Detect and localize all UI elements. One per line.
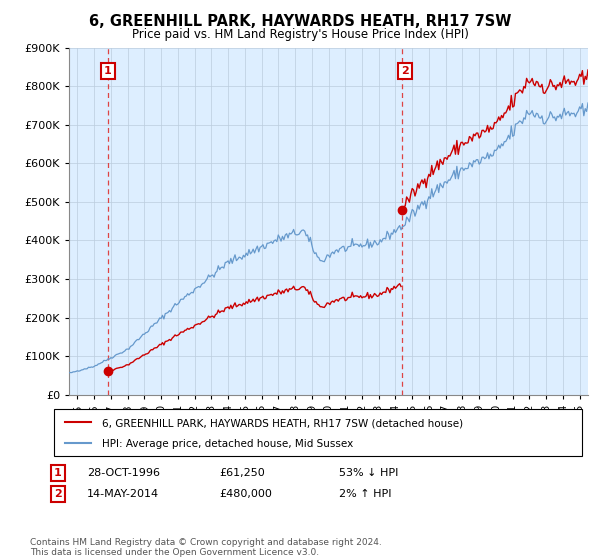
- Text: 6, GREENHILL PARK, HAYWARDS HEATH, RH17 7SW (detached house): 6, GREENHILL PARK, HAYWARDS HEATH, RH17 …: [101, 418, 463, 428]
- Text: HPI: Average price, detached house, Mid Sussex: HPI: Average price, detached house, Mid …: [101, 439, 353, 449]
- Text: Contains HM Land Registry data © Crown copyright and database right 2024.
This d: Contains HM Land Registry data © Crown c…: [30, 538, 382, 557]
- FancyBboxPatch shape: [54, 409, 582, 456]
- Text: 14-MAY-2014: 14-MAY-2014: [87, 489, 159, 499]
- Text: 1: 1: [104, 66, 112, 76]
- Text: 28-OCT-1996: 28-OCT-1996: [87, 468, 160, 478]
- Text: 1: 1: [54, 468, 62, 478]
- Text: £480,000: £480,000: [219, 489, 272, 499]
- Text: 2: 2: [54, 489, 62, 499]
- Text: 53% ↓ HPI: 53% ↓ HPI: [339, 468, 398, 478]
- Text: 2% ↑ HPI: 2% ↑ HPI: [339, 489, 391, 499]
- Text: £61,250: £61,250: [219, 468, 265, 478]
- Text: Price paid vs. HM Land Registry's House Price Index (HPI): Price paid vs. HM Land Registry's House …: [131, 28, 469, 41]
- Text: 6, GREENHILL PARK, HAYWARDS HEATH, RH17 7SW: 6, GREENHILL PARK, HAYWARDS HEATH, RH17 …: [89, 14, 511, 29]
- Text: 2: 2: [401, 66, 409, 76]
